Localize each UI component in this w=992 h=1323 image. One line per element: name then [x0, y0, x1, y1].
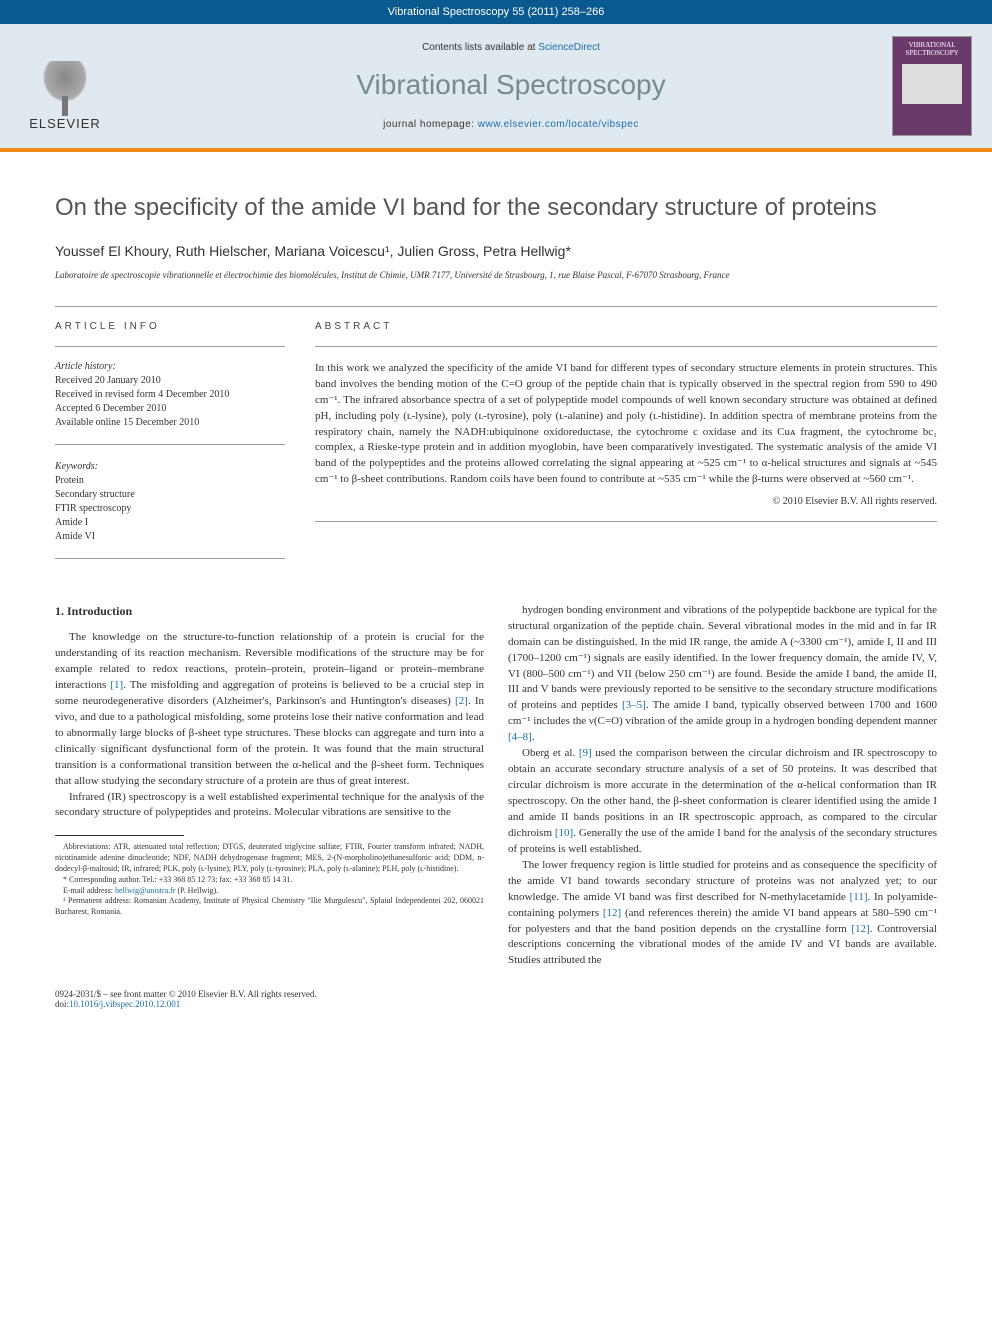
abstract-block: ABSTRACT In this work we analyzed the sp… — [315, 321, 937, 573]
contents-line: Contents lists available at ScienceDirec… — [130, 42, 892, 53]
body-columns: 1. Introduction The knowledge on the str… — [55, 603, 937, 970]
elsevier-tree-icon — [30, 61, 100, 116]
abstract-label: ABSTRACT — [315, 321, 937, 332]
article-info: ARTICLE INFO Article history: Received 2… — [55, 321, 285, 573]
page-footer: 0924-2031/$ – see front matter © 2010 El… — [0, 989, 992, 1019]
keyword-item: FTIR spectroscopy — [55, 502, 285, 516]
doi-line: doi:10.1016/j.vibspec.2010.12.001 — [55, 999, 317, 1009]
footnote-permanent-address: ¹ Permanent address: Romanian Academy, I… — [55, 896, 484, 918]
citation-header: Vibrational Spectroscopy 55 (2011) 258–2… — [0, 0, 992, 24]
cover-thumb-chart-icon — [902, 64, 962, 104]
footnote-abbreviations: Abbreviations: ATR, attenuated total ref… — [55, 842, 484, 874]
divider — [315, 346, 937, 347]
history-item: Accepted 6 December 2010 — [55, 402, 285, 416]
email-label: E-mail address: — [63, 886, 115, 895]
keyword-item: Protein — [55, 474, 285, 488]
email-link[interactable]: hellwig@unistra.fr — [115, 886, 175, 895]
keyword-item: Amide VI — [55, 530, 285, 544]
body-col-right: hydrogen bonding environment and vibrati… — [508, 603, 937, 970]
citation-text: Vibrational Spectroscopy 55 (2011) 258–2… — [388, 6, 605, 18]
email-person: (P. Hellwig). — [175, 886, 218, 895]
history-label: Article history: — [55, 361, 285, 372]
divider — [55, 346, 285, 347]
paragraph: The lower frequency region is little stu… — [508, 858, 937, 970]
journal-cover-thumb: VIBRATIONAL SPECTROSCOPY — [892, 36, 972, 136]
history-item: Available online 15 December 2010 — [55, 416, 285, 430]
affiliation: Laboratoire de spectroscopie vibrationne… — [55, 269, 937, 282]
paragraph: hydrogen bonding environment and vibrati… — [508, 603, 937, 746]
footer-left: 0924-2031/$ – see front matter © 2010 El… — [55, 989, 317, 1009]
keywords-label: Keywords: — [55, 461, 285, 472]
history-item: Received in revised form 4 December 2010 — [55, 388, 285, 402]
abstract-text: In this work we analyzed the specificity… — [315, 361, 937, 489]
contents-prefix: Contents lists available at — [422, 42, 538, 53]
journal-center: Contents lists available at ScienceDirec… — [130, 42, 892, 130]
paragraph: Infrared (IR) spectroscopy is a well est… — [55, 790, 484, 822]
footnote-corresponding: * Corresponding author. Tel.: +33 368 85… — [55, 875, 484, 886]
article-body: On the specificity of the amide VI band … — [0, 152, 992, 989]
journal-name: Vibrational Spectroscopy — [130, 69, 892, 101]
paragraph: The knowledge on the structure-to-functi… — [55, 630, 484, 789]
cover-thumb-title: VIBRATIONAL SPECTROSCOPY — [897, 41, 967, 58]
divider — [55, 306, 937, 307]
section-heading: 1. Introduction — [55, 603, 484, 620]
elsevier-name: ELSEVIER — [29, 116, 101, 131]
isbn-line: 0924-2031/$ – see front matter © 2010 El… — [55, 989, 317, 999]
divider — [55, 444, 285, 445]
body-col-left: 1. Introduction The knowledge on the str… — [55, 603, 484, 970]
article-title: On the specificity of the amide VI band … — [55, 192, 937, 223]
doi-prefix: doi: — [55, 999, 69, 1009]
journal-band: ELSEVIER Contents lists available at Sci… — [0, 24, 992, 152]
keyword-item: Secondary structure — [55, 488, 285, 502]
elsevier-logo: ELSEVIER — [20, 41, 110, 131]
divider — [55, 558, 285, 559]
info-label: ARTICLE INFO — [55, 321, 285, 332]
authors: Youssef El Khoury, Ruth Hielscher, Maria… — [55, 243, 937, 259]
history-item: Received 20 January 2010 — [55, 374, 285, 388]
sciencedirect-link[interactable]: ScienceDirect — [538, 42, 600, 53]
paragraph: Oberg et al. [9] used the comparison bet… — [508, 746, 937, 858]
doi-link[interactable]: 10.1016/j.vibspec.2010.12.001 — [69, 999, 180, 1009]
homepage-line: journal homepage: www.elsevier.com/locat… — [130, 119, 892, 130]
footnote-email: E-mail address: hellwig@unistra.fr (P. H… — [55, 886, 484, 897]
homepage-link[interactable]: www.elsevier.com/locate/vibspec — [478, 119, 639, 130]
footnote-separator — [55, 835, 184, 836]
keyword-item: Amide I — [55, 516, 285, 530]
divider — [315, 521, 937, 522]
meta-abstract-row: ARTICLE INFO Article history: Received 2… — [55, 321, 937, 573]
abstract-copyright: © 2010 Elsevier B.V. All rights reserved… — [315, 496, 937, 507]
homepage-prefix: journal homepage: — [383, 119, 478, 130]
